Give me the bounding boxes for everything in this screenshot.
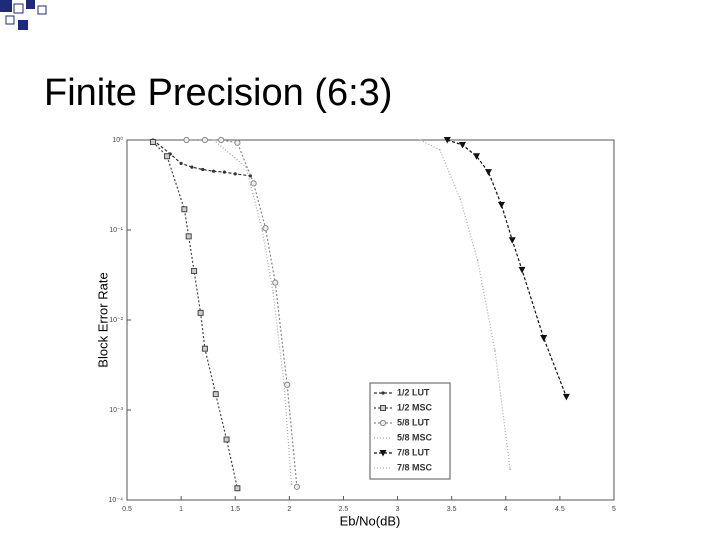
y-tick-label: 10⁻³ — [109, 407, 123, 414]
marker — [223, 436, 230, 443]
x-tick-label: 3 — [396, 506, 400, 513]
decor — [26, 0, 35, 9]
x-tick-label: 2 — [287, 506, 291, 513]
marker — [283, 382, 285, 384]
series-line — [186, 139, 298, 487]
marker — [190, 165, 194, 169]
marker — [438, 148, 441, 151]
marker — [518, 266, 526, 274]
series-line — [420, 139, 511, 470]
decor — [37, 5, 47, 15]
marker — [494, 349, 496, 352]
marker — [191, 268, 198, 275]
marker — [218, 136, 225, 144]
y-axis-label: Block Error Rate — [95, 272, 110, 367]
decor — [5, 15, 15, 25]
y-tick-label: 10⁻⁴ — [109, 497, 124, 504]
marker — [181, 206, 188, 213]
decor — [18, 20, 28, 30]
y-tick-label: 10⁰ — [112, 136, 123, 144]
legend-label: 1/2 MSC — [397, 402, 433, 412]
marker — [509, 468, 511, 470]
x-tick-label: 0.5 — [122, 506, 132, 513]
x-tick-label: 5 — [612, 506, 616, 513]
x-tick-label: 4.5 — [555, 506, 565, 513]
marker — [379, 450, 387, 457]
decor — [13, 3, 24, 14]
legend-box — [369, 382, 451, 480]
marker — [212, 139, 215, 141]
marker — [250, 180, 257, 187]
marker — [381, 391, 385, 395]
marker — [233, 172, 237, 176]
marker — [473, 153, 481, 160]
marker — [497, 201, 505, 209]
y-tick-label: 10⁻¹ — [109, 227, 123, 234]
marker — [245, 166, 247, 168]
marker — [183, 136, 190, 144]
marker — [290, 483, 293, 485]
marker — [272, 279, 279, 286]
marker — [458, 141, 466, 149]
marker — [197, 309, 204, 316]
marker — [508, 237, 516, 244]
series-line — [152, 139, 251, 177]
marker — [443, 137, 451, 144]
marker — [212, 391, 219, 398]
marker — [262, 224, 269, 232]
marker — [272, 292, 274, 294]
y-tick-label: 10⁻² — [109, 317, 123, 324]
marker — [380, 405, 386, 411]
series-line — [447, 139, 567, 398]
x-tick-label: 2.5 — [339, 506, 349, 513]
marker — [234, 139, 241, 146]
marker — [201, 345, 208, 352]
marker — [201, 167, 205, 172]
marker — [562, 393, 570, 401]
legend-label: 7/8 MSC — [397, 462, 433, 472]
marker — [149, 139, 156, 146]
legend-label: 5/8 MSC — [397, 432, 433, 442]
marker — [222, 170, 226, 174]
marker — [419, 139, 422, 141]
x-tick-label: 1.5 — [230, 506, 240, 513]
legend-label: 7/8 LUT — [397, 447, 430, 457]
legend-label: 5/8 LUT — [397, 417, 430, 427]
slide-title: Finite Precision (6:3) — [44, 72, 392, 114]
marker — [459, 198, 462, 200]
marker — [164, 153, 171, 160]
marker — [211, 169, 216, 173]
marker — [234, 485, 241, 492]
legend-label: 1/2 LUT — [397, 387, 430, 397]
marker — [248, 174, 252, 178]
marker — [476, 259, 479, 262]
x-tick-label: 3.5 — [447, 506, 457, 513]
x-tick-label: 4 — [504, 506, 508, 513]
series-line — [213, 139, 293, 485]
x-tick-label: 1 — [179, 506, 183, 513]
x-axis-label: Eb/No(dB) — [340, 513, 401, 528]
marker — [179, 161, 183, 165]
marker — [201, 136, 209, 144]
marker — [261, 229, 264, 231]
marker — [185, 233, 192, 240]
marker — [379, 419, 387, 427]
marker — [293, 483, 301, 490]
marker — [484, 169, 492, 176]
decor — [0, 0, 12, 12]
marker — [284, 381, 291, 389]
series-line — [152, 141, 238, 489]
marker — [540, 335, 548, 342]
